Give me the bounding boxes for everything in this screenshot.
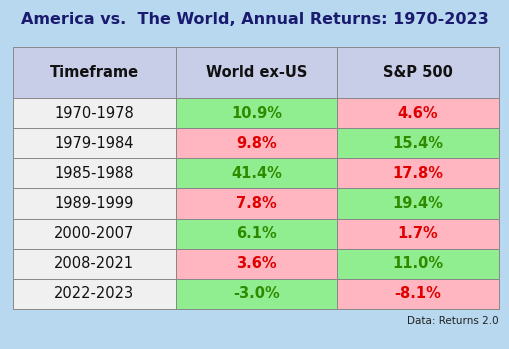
Text: World ex-US: World ex-US xyxy=(206,65,306,80)
Text: 3.6%: 3.6% xyxy=(236,256,276,271)
FancyBboxPatch shape xyxy=(175,128,337,158)
FancyBboxPatch shape xyxy=(175,47,337,98)
FancyBboxPatch shape xyxy=(337,98,498,128)
Text: 1970-1978: 1970-1978 xyxy=(54,106,134,121)
FancyBboxPatch shape xyxy=(337,249,498,279)
FancyBboxPatch shape xyxy=(13,128,175,158)
FancyBboxPatch shape xyxy=(13,47,175,98)
FancyBboxPatch shape xyxy=(13,98,175,128)
Text: 1985-1988: 1985-1988 xyxy=(54,166,133,181)
Text: 6.1%: 6.1% xyxy=(236,226,276,241)
FancyBboxPatch shape xyxy=(337,158,498,188)
Text: 7.8%: 7.8% xyxy=(236,196,276,211)
Text: 10.9%: 10.9% xyxy=(231,106,281,121)
Text: -3.0%: -3.0% xyxy=(233,286,279,301)
FancyBboxPatch shape xyxy=(175,218,337,248)
FancyBboxPatch shape xyxy=(337,128,498,158)
FancyBboxPatch shape xyxy=(337,279,498,309)
FancyBboxPatch shape xyxy=(175,188,337,218)
Text: 4.6%: 4.6% xyxy=(397,106,438,121)
FancyBboxPatch shape xyxy=(337,47,498,98)
FancyBboxPatch shape xyxy=(337,188,498,218)
Text: Data: Returns 2.0: Data: Returns 2.0 xyxy=(406,316,498,326)
FancyBboxPatch shape xyxy=(175,279,337,309)
FancyBboxPatch shape xyxy=(175,249,337,279)
FancyBboxPatch shape xyxy=(13,188,175,218)
Text: Timeframe: Timeframe xyxy=(49,65,138,80)
Text: 17.8%: 17.8% xyxy=(392,166,443,181)
Text: 9.8%: 9.8% xyxy=(236,136,276,151)
Text: -8.1%: -8.1% xyxy=(394,286,441,301)
Text: 11.0%: 11.0% xyxy=(392,256,443,271)
Text: 15.4%: 15.4% xyxy=(392,136,443,151)
Text: 41.4%: 41.4% xyxy=(231,166,281,181)
Text: S&P 500: S&P 500 xyxy=(382,65,452,80)
Text: America vs.  The World, Annual Returns: 1970-2023: America vs. The World, Annual Returns: 1… xyxy=(21,12,488,27)
FancyBboxPatch shape xyxy=(337,218,498,248)
FancyBboxPatch shape xyxy=(175,98,337,128)
Text: 1979-1984: 1979-1984 xyxy=(54,136,134,151)
FancyBboxPatch shape xyxy=(13,218,175,248)
FancyBboxPatch shape xyxy=(13,158,175,188)
FancyBboxPatch shape xyxy=(13,249,175,279)
Text: 19.4%: 19.4% xyxy=(392,196,443,211)
Text: 2008-2021: 2008-2021 xyxy=(54,256,134,271)
Text: 1.7%: 1.7% xyxy=(397,226,438,241)
Text: 2000-2007: 2000-2007 xyxy=(54,226,134,241)
Text: 1989-1999: 1989-1999 xyxy=(54,196,133,211)
FancyBboxPatch shape xyxy=(13,279,175,309)
FancyBboxPatch shape xyxy=(175,158,337,188)
Text: 2022-2023: 2022-2023 xyxy=(54,286,134,301)
